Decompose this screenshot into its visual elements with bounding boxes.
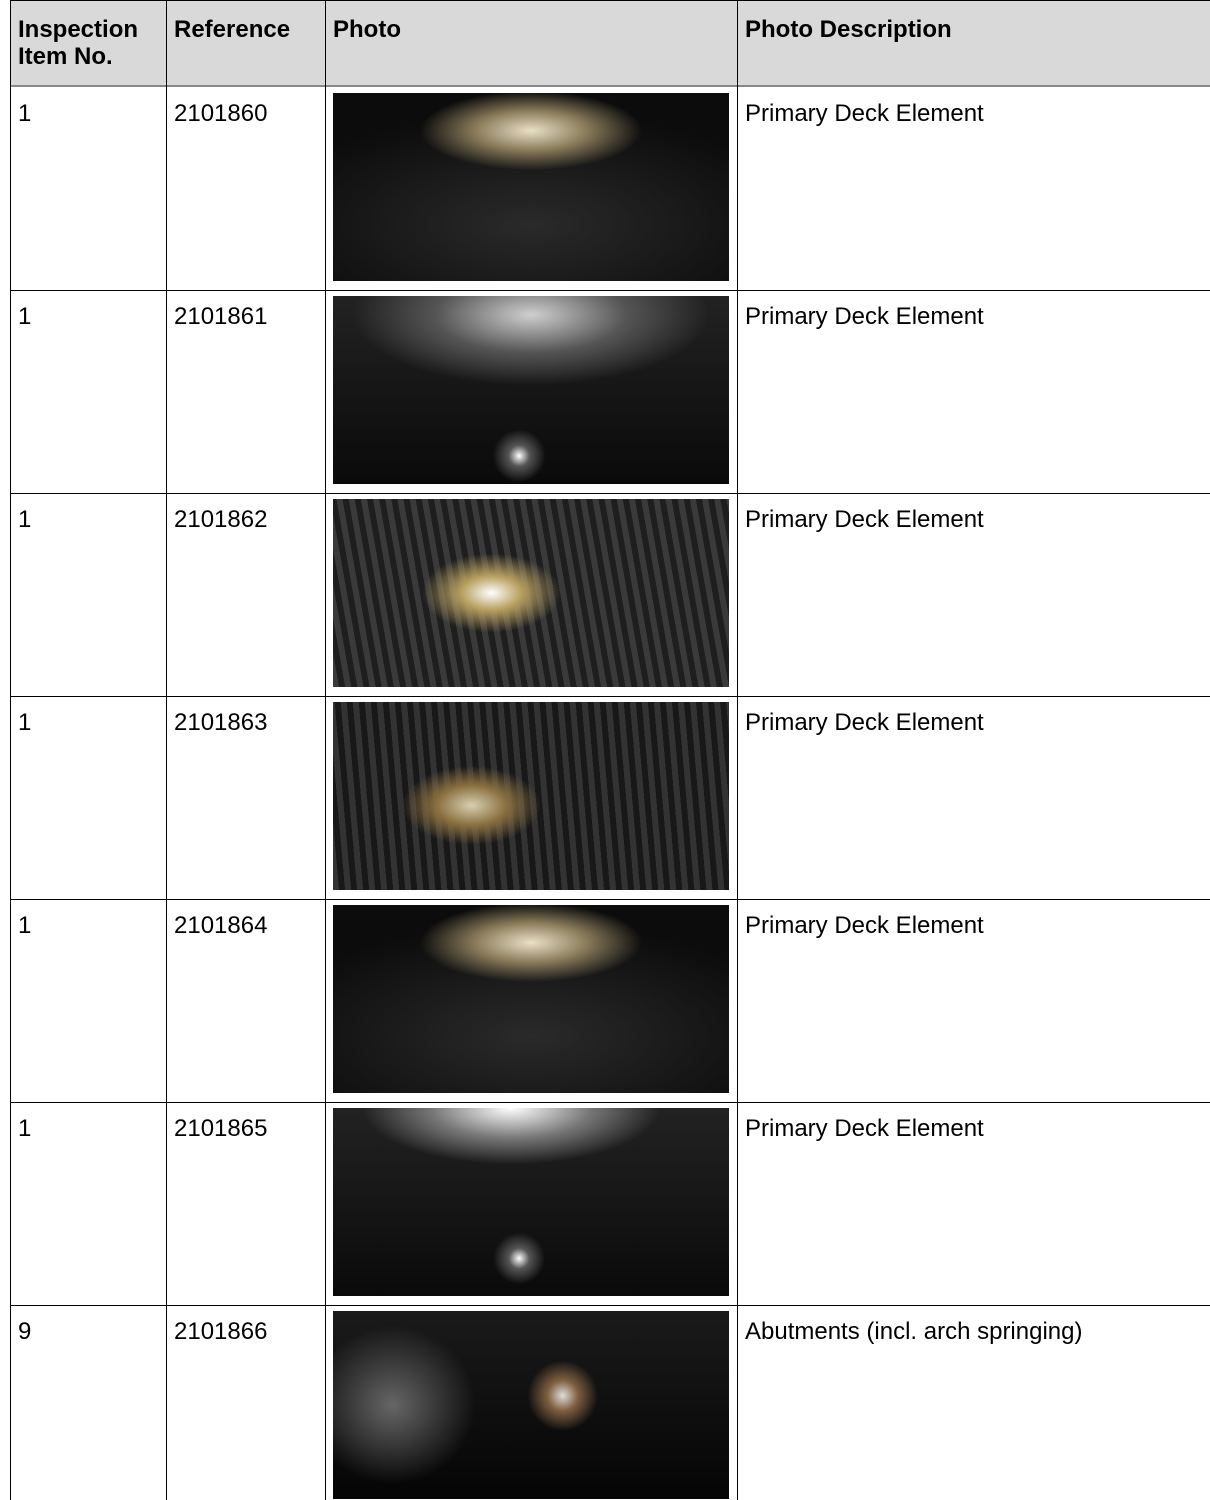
- photo-description: Abutments (incl. arch springing): [745, 1318, 1083, 1345]
- photo: [333, 296, 729, 484]
- item-number: 1: [18, 100, 32, 127]
- header-cell: Photo: [325, 0, 737, 85]
- header-rule: [10, 85, 1210, 87]
- item-number: 9: [18, 1318, 32, 1345]
- header-cell: Photo Description: [737, 0, 1210, 85]
- column-rule: [325, 0, 326, 1500]
- header-cell: Inspection Item No.: [10, 0, 166, 85]
- reference: 2101860: [174, 100, 268, 127]
- photo: [333, 93, 729, 281]
- item-number: 1: [18, 709, 32, 736]
- photo: [333, 905, 729, 1093]
- item-number: 1: [18, 506, 32, 533]
- row-rule: [10, 1102, 1210, 1103]
- item-number: 1: [18, 303, 32, 330]
- photo-description: Primary Deck Element: [745, 912, 984, 939]
- photo: [333, 1311, 729, 1499]
- reference: 2101865: [174, 1115, 268, 1142]
- row-rule: [10, 696, 1210, 697]
- column-rule: [10, 0, 11, 1500]
- reference: 2101861: [174, 303, 268, 330]
- top-rule: [10, 0, 1210, 1]
- row-rule: [10, 493, 1210, 494]
- photo-description: Primary Deck Element: [745, 303, 984, 330]
- column-rule: [737, 0, 738, 1500]
- photo: [333, 499, 729, 687]
- photo: [333, 1108, 729, 1296]
- column-rule: [166, 0, 167, 1500]
- row-rule: [10, 290, 1210, 291]
- photo-description: Primary Deck Element: [745, 506, 984, 533]
- reference: 2101862: [174, 506, 268, 533]
- photo: [333, 702, 729, 890]
- row-rule: [10, 1305, 1210, 1306]
- photo-description: Primary Deck Element: [745, 100, 984, 127]
- reference: 2101864: [174, 912, 268, 939]
- row-rule: [10, 899, 1210, 900]
- item-number: 1: [18, 912, 32, 939]
- item-number: 1: [18, 1115, 32, 1142]
- photo-description: Primary Deck Element: [745, 709, 984, 736]
- reference: 2101863: [174, 709, 268, 736]
- reference: 2101866: [174, 1318, 268, 1345]
- header-cell: Reference: [166, 0, 325, 85]
- photo-description: Primary Deck Element: [745, 1115, 984, 1142]
